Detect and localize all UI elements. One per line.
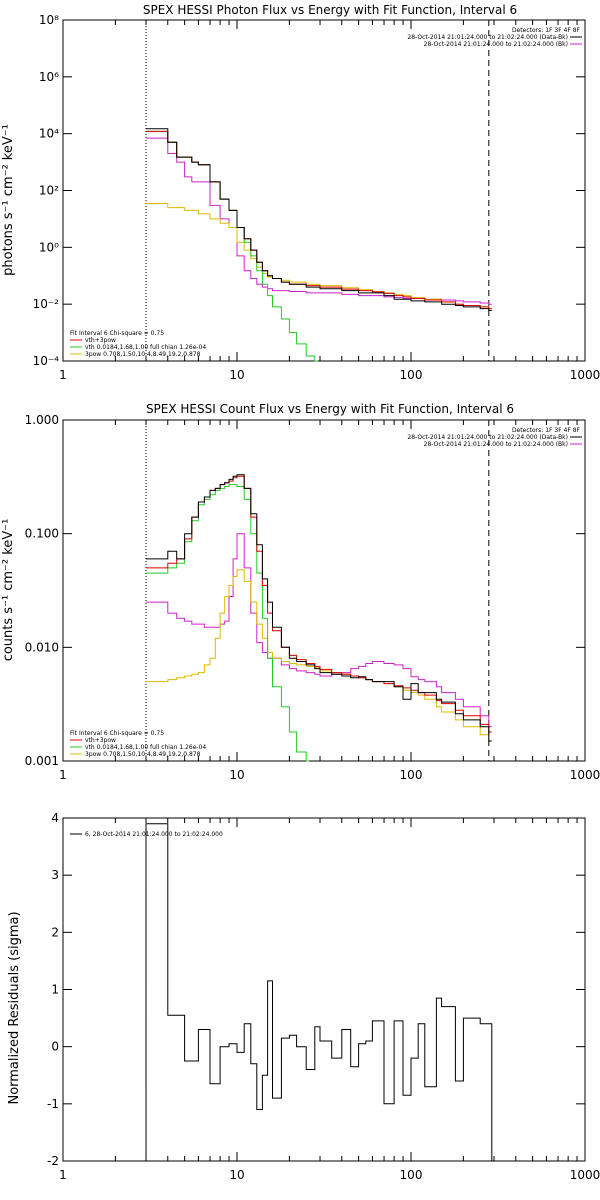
series-data-bk <box>146 128 492 311</box>
legend-detectors: Detectors: 1F 3F 4F 8F <box>512 27 581 34</box>
plot-frame <box>62 419 586 762</box>
x-tick-label: 10 <box>229 1168 244 1182</box>
y-tick-label: 0.010 <box>25 640 59 654</box>
plot-frame <box>62 817 586 1162</box>
axes: 1 10 100 1000 -2 -1 0 1 2 3 4 <box>47 811 600 1182</box>
y-tick-label: -2 <box>47 1154 59 1168</box>
y-tick-label: 10⁴ <box>39 127 59 141</box>
fit-legend-header: Fit Interval 6 Chi-square = 0.75 <box>70 330 164 337</box>
y-tick-label: 10⁸ <box>39 13 59 27</box>
fit-legend-total: vth+3pow <box>85 337 116 344</box>
legend-data-bk: 28-Oct-2014 21:01:24.000 to 21:02:24.000… <box>407 434 568 441</box>
y-tick-label: -1 <box>47 1097 59 1111</box>
x-tick-label: 100 <box>400 1168 423 1182</box>
fit-legend-header: Fit Interval 6 Chi-square = 0.75 <box>70 730 164 737</box>
x-tick-label: 1000 <box>570 768 600 782</box>
series-data-bk <box>146 474 492 742</box>
series-group <box>146 128 492 362</box>
y-tick-label: 0 <box>51 1040 59 1054</box>
x-tick-label: 100 <box>400 768 423 782</box>
energy-range-lines <box>145 20 490 361</box>
legend: 6, 28-Oct-2014 21:01:24.000 to 21:02:24.… <box>70 831 223 838</box>
legend-bk: 28-Oct-2014 21:01:24.000 to 21:02:24.000… <box>424 41 568 48</box>
fit-legend-total: vth+3pow <box>85 737 116 744</box>
legend-top: Detectors: 1F 3F 4F 8F 28-Oct-2014 21:01… <box>407 427 582 448</box>
plot-frame <box>62 19 586 362</box>
legend-residual: 6, 28-Oct-2014 21:01:24.000 to 21:02:24.… <box>85 831 223 838</box>
series-group <box>145 823 493 1162</box>
series-vth-3pow <box>146 130 492 310</box>
x-tick-label: 1 <box>59 1168 67 1182</box>
series-3pow <box>146 569 492 742</box>
chart-photon-flux: SPEX HESSI Photon Flux vs Energy with Fi… <box>1 3 600 382</box>
chart-count-flux: SPEX HESSI Count Flux vs Energy with Fit… <box>1 402 600 782</box>
y-axis-label: Normalized Residuals (sigma) <box>7 911 22 1104</box>
y-tick-label: 10² <box>39 184 59 198</box>
fit-legend-vth: vth 0.0184,1.68,1.00 full chian 1.26e-04 <box>85 344 206 351</box>
series-3pow <box>146 203 492 310</box>
x-tick-label: 1000 <box>570 1168 600 1182</box>
energy-range-lines <box>145 420 490 761</box>
legend-bk: 28-Oct-2014 21:01:24.000 to 21:02:24.000… <box>424 441 568 448</box>
legend-detectors: Detectors: 1F 3F 4F 8F <box>512 427 581 434</box>
x-tick-label: 100 <box>400 368 423 382</box>
y-tick-label: 10⁻² <box>33 297 60 311</box>
y-tick-label: 10⁻⁴ <box>33 354 60 368</box>
chart-title: SPEX HESSI Count Flux vs Energy with Fit… <box>146 402 514 416</box>
fit-legend-3pow: 3pow 0.708,1.50,10.4,8.49,19.2,0.878 <box>85 351 201 358</box>
y-tick-label: 3 <box>51 868 59 882</box>
fit-legend: Fit Interval 6 Chi-square = 0.75 vth+3po… <box>70 330 206 358</box>
legend-top: Detectors: 1F 3F 4F 8F 28-Oct-2014 21:01… <box>407 27 582 48</box>
axes: 1 10 100 1000 10⁻⁴ 10⁻² 10⁰ 10² 10⁴ 10⁶ 10⁸ <box>33 13 600 382</box>
legend-data-bk: 28-Oct-2014 21:01:24.000 to 21:02:24.000… <box>407 34 568 41</box>
y-tick-label: 2 <box>51 925 59 939</box>
fit-legend: Fit Interval 6 Chi-square = 0.75 vth+3po… <box>70 730 206 758</box>
fit-legend-3pow: 3pow 0.708,1.50,10.4,8.49,19.2,0.878 <box>85 751 201 758</box>
series-bk <box>146 533 492 728</box>
y-tick-label: 1.000 <box>25 413 59 427</box>
x-tick-label: 10 <box>229 768 244 782</box>
x-tick-label: 1 <box>59 368 67 382</box>
y-tick-label: 0.100 <box>25 527 59 541</box>
series-6-28-oct-2014-21-01-24-000-to-21-02-24-000 <box>145 823 493 1162</box>
series-vth <box>146 130 318 362</box>
y-axis-label: photons s⁻¹ cm⁻² keV⁻¹ <box>1 124 16 276</box>
x-tick-label: 10 <box>229 368 244 382</box>
x-tick-label: 1 <box>59 768 67 782</box>
y-tick-label: 4 <box>51 811 59 825</box>
chart-title: SPEX HESSI Photon Flux vs Energy with Fi… <box>143 3 517 17</box>
series-bk <box>146 137 492 305</box>
y-tick-label: 10⁶ <box>39 70 59 84</box>
series-vth <box>146 484 310 762</box>
y-tick-label: 10⁰ <box>39 240 59 254</box>
chart-residuals: Normalized Residuals (sigma) 1 10 100 1000-… <box>7 811 600 1182</box>
y-axis-label: counts s⁻¹ cm⁻² keV⁻¹ <box>1 519 16 662</box>
x-tick-label: 1000 <box>570 368 600 382</box>
series-vth-3pow <box>146 475 492 733</box>
axes: 1 10 100 1000 0.001 0.010 0.100 1.000 <box>25 413 600 782</box>
fit-legend-vth: vth 0.0184,1.68,1.00 full chian 1.26e-04 <box>85 744 206 751</box>
y-tick-label: 0.001 <box>25 754 59 768</box>
y-tick-label: 1 <box>51 983 59 997</box>
series-group <box>146 474 492 762</box>
